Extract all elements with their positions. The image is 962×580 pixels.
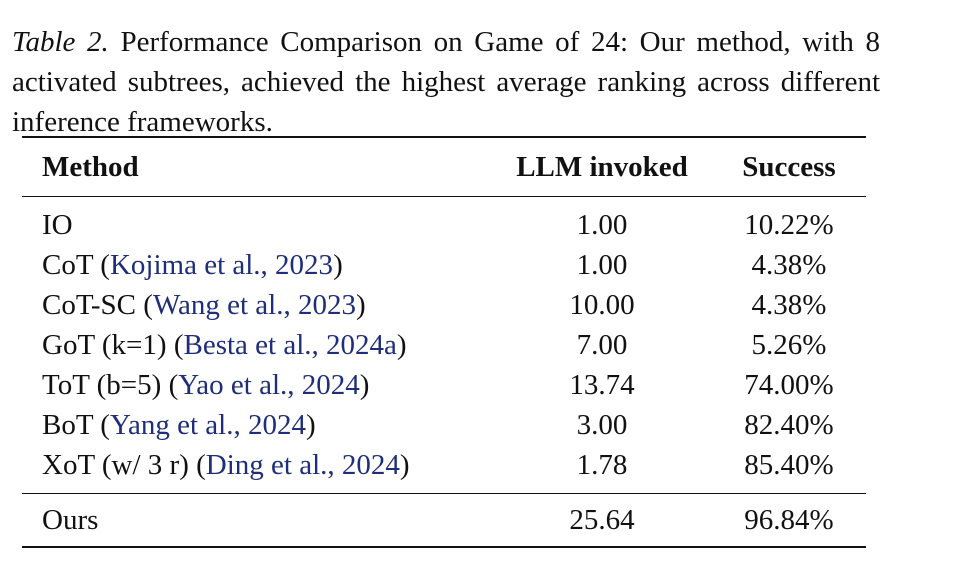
cite-paren-close: ) (306, 409, 316, 441)
table-row: GoT (k=1) (Besta et al., 2024a) 7.00 5.2… (22, 325, 866, 365)
table-row: IO 1.00 10.22% (22, 205, 866, 245)
success-cell: 5.26% (751, 329, 827, 361)
ours-row: Ours 25.64 96.84% (22, 494, 866, 546)
success-cell: 82.40% (744, 409, 834, 441)
cite-paren-close: ) (359, 369, 370, 401)
llm-cell: 1.00 (576, 209, 628, 241)
success-cell: 85.40% (744, 449, 834, 481)
cite-paren-close: ) (333, 249, 343, 281)
results-table: Method LLM invoked Success IO 1.00 10.22… (22, 136, 866, 548)
cite-paren-close: ) (355, 289, 366, 321)
mid-rule (22, 493, 866, 494)
cite-paren-open: ( (168, 369, 179, 401)
llm-cell: 13.74 (569, 369, 635, 401)
method-cell: IO (22, 205, 492, 245)
cite-paren-close: ) (399, 449, 410, 481)
cite-paren-open: ( (100, 409, 110, 441)
llm-cell: 10.00 (569, 289, 635, 321)
citation-link[interactable]: Besta et al., 2024a (183, 329, 397, 361)
header-llm-invoked: LLM invoked (516, 151, 688, 183)
method-cell: CoT (Kojima et al., 2023) (22, 245, 492, 285)
llm-cell: 25.64 (569, 504, 635, 536)
llm-cell: 3.00 (576, 409, 628, 441)
method-name: ToT (b=5) (42, 369, 169, 401)
cite-paren-open: ( (100, 249, 110, 281)
header-success: Success (742, 151, 836, 183)
table-row: CoT-SC (Wang et al., 2023) 10.00 4.38% (22, 285, 866, 325)
caption-text: Performance Comparison on Game of 24: Ou… (12, 26, 881, 138)
header-row: Method LLM invoked Success (22, 138, 866, 196)
header-rule (22, 196, 866, 197)
cite-paren-close: ) (396, 329, 407, 361)
success-cell: 74.00% (744, 369, 834, 401)
table-row: BoT (Yang et al., 2024) 3.00 82.40% (22, 405, 866, 445)
citation-link[interactable]: Kojima et al., 2023 (109, 249, 334, 281)
table-label: Table 2. (12, 26, 109, 58)
method-name: XoT (w/ 3 r) (42, 449, 197, 481)
cite-paren-open: ( (196, 449, 206, 481)
method-cell: GoT (k=1) (Besta et al., 2024a) (22, 325, 492, 365)
table-body: IO 1.00 10.22% CoT (Kojima et al., 2023)… (22, 197, 866, 493)
citation-link[interactable]: Wang et al., 2023 (152, 289, 356, 321)
cite-paren-open: ( (143, 289, 153, 321)
method-cell: XoT (w/ 3 r) (Ding et al., 2024) (22, 445, 492, 485)
method-cell: BoT (Yang et al., 2024) (22, 405, 492, 445)
llm-cell: 1.78 (576, 449, 628, 481)
bottom-rule (22, 546, 866, 548)
header-method: Method (42, 151, 139, 183)
success-cell: 96.84% (744, 504, 834, 536)
method-name: BoT (42, 409, 101, 441)
method-name: CoT (42, 249, 101, 281)
llm-cell: 7.00 (576, 329, 628, 361)
method-cell: ToT (b=5) (Yao et al., 2024) (22, 365, 492, 405)
llm-cell: 1.00 (576, 249, 628, 281)
citation-link[interactable]: Yang et al., 2024 (109, 409, 306, 441)
method-cell: Ours (42, 504, 99, 536)
citation-link[interactable]: Yao et al., 2024 (178, 369, 360, 401)
method-name: GoT (k=1) (42, 329, 174, 361)
top-rule (22, 136, 866, 138)
success-cell: 4.38% (751, 249, 827, 281)
success-cell: 4.38% (751, 289, 827, 321)
method-name: CoT-SC (42, 289, 144, 321)
table-caption: Table 2. Performance Comparison on Game … (12, 22, 880, 142)
citation-link[interactable]: Ding et al., 2024 (205, 449, 400, 481)
table-row: CoT (Kojima et al., 2023) 1.00 4.38% (22, 245, 866, 285)
method-cell: CoT-SC (Wang et al., 2023) (22, 285, 492, 325)
success-cell: 10.22% (744, 209, 834, 241)
cite-paren-open: ( (173, 329, 184, 361)
table-row: ToT (b=5) (Yao et al., 2024) 13.74 74.00… (22, 365, 866, 405)
method-name: IO (42, 209, 73, 241)
table-row: XoT (w/ 3 r) (Ding et al., 2024) 1.78 85… (22, 445, 866, 485)
